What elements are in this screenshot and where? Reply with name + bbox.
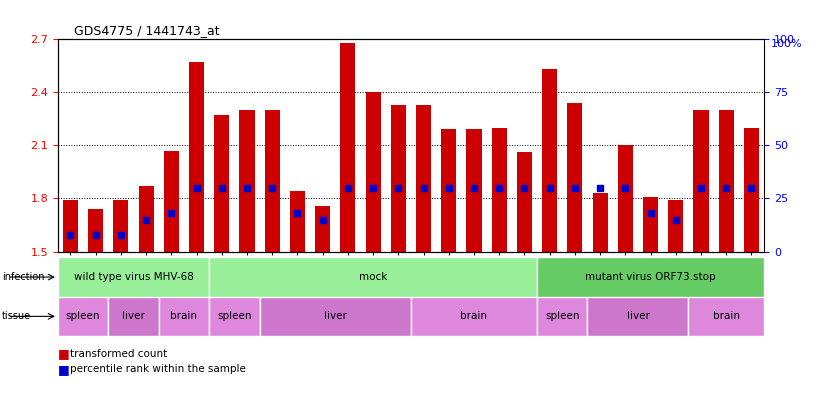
- Text: GDS4775 / 1441743_at: GDS4775 / 1441743_at: [74, 24, 220, 37]
- Text: ■: ■: [58, 363, 69, 376]
- Point: [266, 185, 279, 191]
- Text: brain: brain: [170, 311, 197, 321]
- Bar: [693, 110, 709, 252]
- Bar: [719, 110, 733, 252]
- Text: spleen: spleen: [545, 311, 580, 321]
- Point: [316, 217, 330, 223]
- Bar: [567, 103, 582, 252]
- Bar: [290, 191, 305, 252]
- Bar: [441, 130, 456, 252]
- Bar: [411, 297, 537, 336]
- Bar: [63, 200, 78, 252]
- Text: liver: liver: [626, 311, 649, 321]
- Text: mock: mock: [359, 272, 387, 282]
- Text: transformed count: transformed count: [70, 349, 168, 359]
- Bar: [542, 69, 558, 252]
- Point: [367, 185, 380, 191]
- Bar: [164, 151, 179, 252]
- Point: [341, 185, 354, 191]
- Bar: [108, 297, 159, 336]
- Point: [644, 210, 657, 217]
- Bar: [587, 297, 688, 336]
- Text: liver: liver: [324, 311, 347, 321]
- Bar: [618, 145, 633, 252]
- Bar: [537, 297, 587, 336]
- Text: ■: ■: [58, 347, 69, 360]
- Point: [64, 231, 77, 238]
- Bar: [491, 128, 507, 252]
- Bar: [159, 297, 209, 336]
- Point: [619, 185, 632, 191]
- Bar: [259, 297, 411, 336]
- Point: [89, 231, 102, 238]
- Point: [164, 210, 178, 217]
- Point: [719, 185, 733, 191]
- Bar: [315, 206, 330, 252]
- Text: spleen: spleen: [66, 311, 100, 321]
- Point: [114, 231, 127, 238]
- Bar: [209, 297, 259, 336]
- Point: [140, 217, 153, 223]
- Point: [518, 185, 531, 191]
- Point: [442, 185, 455, 191]
- Bar: [209, 257, 537, 297]
- Bar: [517, 152, 532, 252]
- Bar: [58, 297, 108, 336]
- Point: [190, 185, 203, 191]
- Point: [745, 185, 758, 191]
- Text: brain: brain: [713, 311, 740, 321]
- Text: percentile rank within the sample: percentile rank within the sample: [70, 364, 246, 375]
- Point: [669, 217, 682, 223]
- Bar: [139, 186, 154, 252]
- Point: [468, 185, 481, 191]
- Point: [240, 185, 254, 191]
- Text: 100%: 100%: [771, 39, 803, 49]
- Point: [568, 185, 582, 191]
- Point: [695, 185, 708, 191]
- Bar: [668, 200, 683, 252]
- Bar: [240, 110, 254, 252]
- Point: [492, 185, 506, 191]
- Point: [215, 185, 228, 191]
- Bar: [467, 130, 482, 252]
- Bar: [391, 105, 406, 252]
- Text: spleen: spleen: [217, 311, 252, 321]
- Point: [392, 185, 405, 191]
- Bar: [744, 128, 759, 252]
- Text: mutant virus ORF73.stop: mutant virus ORF73.stop: [586, 272, 716, 282]
- Bar: [189, 62, 204, 252]
- Bar: [688, 297, 764, 336]
- Text: tissue: tissue: [2, 311, 31, 321]
- Bar: [214, 116, 230, 252]
- Text: liver: liver: [122, 311, 145, 321]
- Bar: [537, 257, 764, 297]
- Bar: [340, 43, 355, 252]
- Text: brain: brain: [460, 311, 487, 321]
- Bar: [366, 92, 381, 252]
- Point: [594, 185, 607, 191]
- Bar: [88, 209, 103, 252]
- Text: wild type virus MHV-68: wild type virus MHV-68: [74, 272, 193, 282]
- Bar: [416, 105, 431, 252]
- Bar: [58, 257, 209, 297]
- Bar: [592, 193, 608, 252]
- Bar: [264, 110, 280, 252]
- Point: [543, 185, 556, 191]
- Bar: [643, 196, 658, 252]
- Text: infection: infection: [2, 272, 44, 282]
- Point: [291, 210, 304, 217]
- Point: [417, 185, 430, 191]
- Bar: [113, 200, 129, 252]
